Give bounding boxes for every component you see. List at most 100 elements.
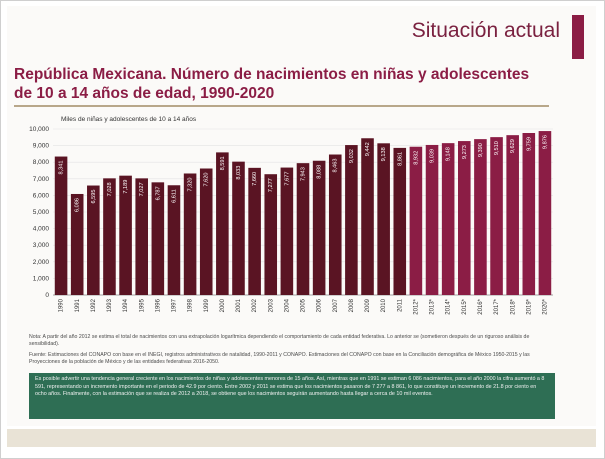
x-tick-label: 2004: [284, 298, 290, 312]
x-tick-label: 2002: [252, 298, 258, 312]
bar-chart: 0 1,000 2,000 3,000 4,000 5,000 6,000 7,000 8,00…: [1, 1, 605, 336]
data-label: 8,033: [236, 166, 242, 180]
x-tick-label: 2016*: [478, 298, 484, 314]
data-label: 7,320: [188, 177, 194, 191]
bar: [216, 152, 229, 295]
data-label: 7,943: [300, 167, 306, 181]
data-label: 8,861: [397, 152, 403, 166]
bar: [55, 157, 68, 295]
bar: [361, 138, 374, 295]
data-label: 8,463: [333, 159, 339, 173]
x-tick-label: 2000: [220, 298, 226, 312]
data-label: 7,620: [204, 173, 210, 187]
bar: [426, 145, 439, 295]
data-label: 9,759: [526, 137, 532, 151]
data-label: 9,629: [510, 139, 516, 153]
bar: [539, 131, 552, 295]
y-tick-label: 5,000: [33, 209, 50, 216]
bar: [313, 161, 326, 295]
x-tick-label: 2012*: [413, 298, 419, 314]
bar: [329, 155, 342, 295]
summary-text: Es posible advertir una tendencia genera…: [35, 376, 544, 397]
y-tick-label: 9,000: [33, 143, 50, 150]
data-label: 9,148: [446, 147, 452, 161]
y-tick-label: 10,000: [29, 126, 49, 133]
bar: [393, 148, 406, 295]
data-label: 9,138: [381, 147, 387, 161]
x-tick-label: 2014*: [446, 298, 452, 314]
data-label: 7,660: [252, 172, 258, 186]
x-tick-label: 1999: [204, 298, 210, 312]
summary-box: Es posible advertir una tendencia genera…: [29, 373, 555, 419]
data-label: 9,442: [365, 142, 371, 156]
x-tick-label: 1994: [123, 298, 129, 312]
x-tick-label: 2018*: [510, 298, 516, 314]
x-tick-label: 2009: [365, 298, 371, 312]
data-label: 6,611: [171, 189, 177, 203]
data-label: 9,876: [542, 135, 548, 149]
data-label: 8,341: [59, 161, 65, 175]
bar: [490, 137, 503, 295]
bar: [248, 168, 261, 295]
data-label: 6,595: [91, 190, 97, 204]
x-tick-label: 1997: [172, 298, 178, 312]
data-label: 7,027: [139, 182, 145, 196]
y-tick-label: 2,000: [33, 259, 50, 266]
data-label: 9,510: [494, 141, 500, 155]
data-label: 9,032: [349, 149, 355, 163]
x-tick-label: 2006: [317, 298, 323, 312]
x-tick-label: 2020*: [543, 298, 549, 314]
data-label: 7,677: [284, 172, 290, 186]
y-tick-label: 1,000: [33, 275, 50, 282]
x-tick-label: 2019*: [526, 298, 532, 314]
x-tick-label: 1990: [59, 298, 65, 312]
bar: [458, 141, 471, 295]
bar: [297, 163, 310, 295]
x-tick-label: 1991: [75, 298, 81, 312]
x-tick-label: 1998: [188, 298, 194, 312]
x-tick-label: 2010: [381, 298, 387, 312]
data-label: 8,088: [317, 165, 323, 179]
data-label: 8,932: [413, 151, 419, 165]
y-tick-label: 3,000: [33, 242, 50, 249]
x-tick-label: 2017*: [494, 298, 500, 314]
bar: [410, 147, 423, 295]
bar: [377, 143, 390, 295]
bar: [442, 143, 455, 295]
y-tick-label: 6,000: [33, 192, 50, 199]
data-label: 7,028: [107, 182, 113, 196]
x-tick-label: 1992: [91, 298, 97, 312]
x-tick-label: 2008: [349, 298, 355, 312]
data-label: 9,039: [430, 149, 436, 163]
x-tick-label: 2001: [236, 298, 242, 312]
y-tick-label: 7,000: [33, 176, 50, 183]
bar: [474, 139, 487, 295]
y-tick-label: 8,000: [33, 159, 50, 166]
bottom-strip: [7, 429, 596, 447]
x-tick-label: 2011: [397, 298, 403, 312]
y-tick-label: 4,000: [33, 226, 50, 233]
x-tick-label: 1996: [155, 298, 161, 312]
data-label: 8,591: [220, 156, 226, 170]
bar: [523, 133, 536, 295]
chart-source: Fuente: Estimaciones del CONAPO con base…: [29, 352, 549, 366]
chart-note: Nota: A partir del año 2012 se estima el…: [29, 334, 549, 348]
x-tick-label: 2015*: [462, 298, 468, 314]
y-tick-label: 0: [45, 292, 49, 299]
data-label: 7,189: [123, 180, 129, 194]
bar: [232, 162, 245, 295]
data-label: 9,273: [462, 145, 468, 159]
x-tick-label: 2007: [333, 298, 339, 312]
bar: [345, 145, 358, 295]
data-label: 6,086: [75, 198, 81, 212]
data-label: 7,277: [268, 178, 274, 192]
x-tick-label: 2005: [301, 298, 307, 312]
bar: [281, 168, 294, 295]
x-tick-label: 1995: [139, 298, 145, 312]
x-tick-label: 1993: [107, 298, 113, 312]
data-label: 6,787: [155, 186, 161, 200]
x-tick-label: 2003: [268, 298, 274, 312]
bar: [506, 135, 519, 295]
x-tick-label: 2013*: [430, 298, 436, 314]
